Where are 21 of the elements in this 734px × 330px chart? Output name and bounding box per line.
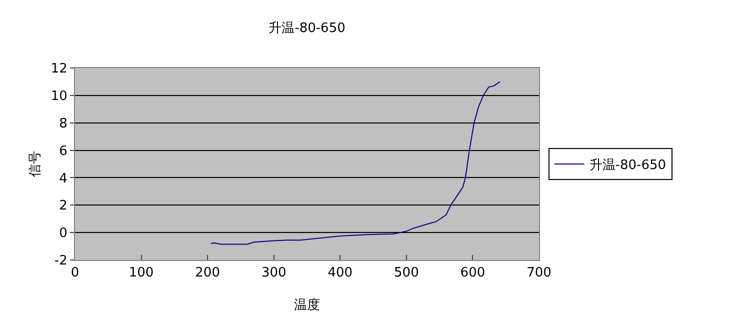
- y-tick-label: 6: [59, 144, 68, 159]
- y-tick-label: 8: [59, 116, 68, 132]
- legend-label: 升温-80-650: [589, 158, 666, 174]
- y-axis-title: 信号: [28, 151, 43, 177]
- y-tick-label: 4: [59, 171, 68, 186]
- x-tick-label: 500: [394, 266, 419, 281]
- x-tick-label: 600: [460, 266, 486, 281]
- x-tick-label: 0: [70, 266, 80, 281]
- x-tick-label: 700: [526, 266, 552, 281]
- y-tick-label: 12: [50, 62, 68, 77]
- y-tick-label: 0: [59, 226, 68, 242]
- line-series: [210, 81, 500, 245]
- y-tick-label: 10: [50, 88, 68, 104]
- x-axis-title: 温度: [294, 297, 320, 313]
- x-tick-label: 100: [128, 266, 154, 281]
- y-tick-label: 2: [59, 198, 68, 214]
- y-tick-label: -2: [54, 254, 68, 269]
- x-tick-label: 300: [261, 266, 286, 281]
- x-tick-label: 200: [195, 266, 220, 281]
- chart-title: 升温-80-650: [268, 21, 346, 36]
- x-tick-label: 400: [328, 266, 353, 281]
